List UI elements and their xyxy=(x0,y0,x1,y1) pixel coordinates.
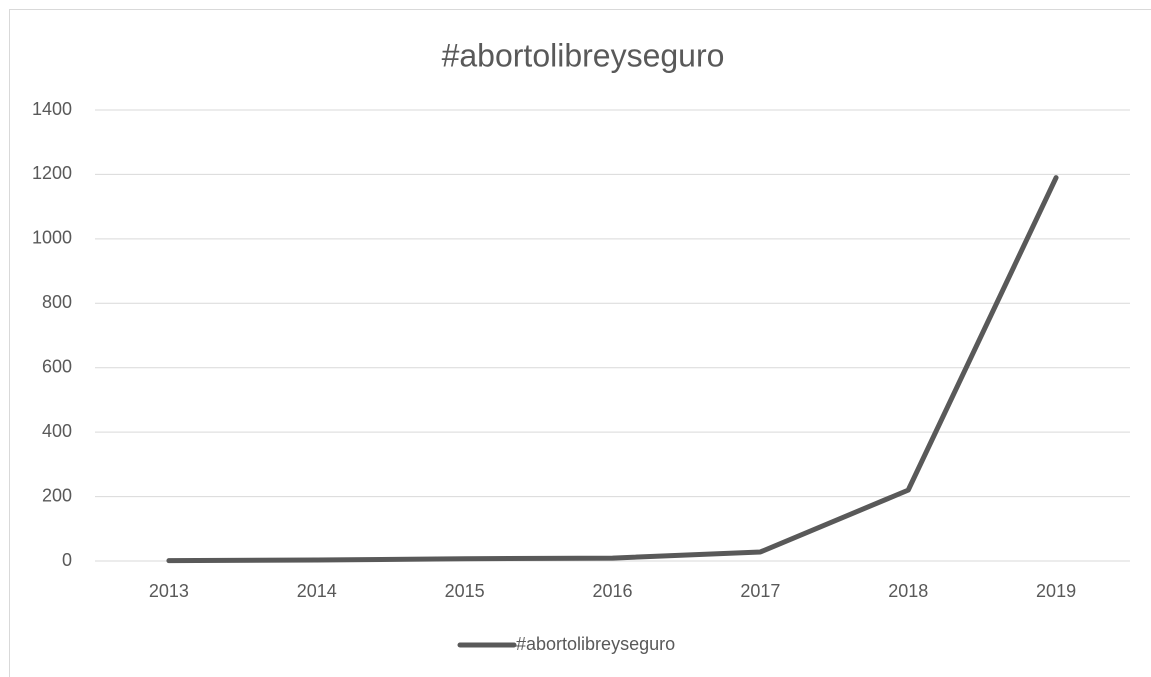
x-tick-label: 2018 xyxy=(888,581,928,601)
y-tick-label: 1000 xyxy=(32,228,72,248)
legend-label: #abortolibreyseguro xyxy=(516,634,675,654)
x-tick-label: 2015 xyxy=(445,581,485,601)
y-tick-label: 1400 xyxy=(32,99,72,119)
x-tick-label: 2017 xyxy=(740,581,780,601)
x-tick-label: 2019 xyxy=(1036,581,1076,601)
y-tick-label: 800 xyxy=(42,292,72,312)
y-tick-label: 400 xyxy=(42,421,72,441)
x-tick-label: 2016 xyxy=(592,581,632,601)
y-tick-label: 600 xyxy=(42,356,72,376)
data-line xyxy=(166,175,1059,564)
y-tick-label: 200 xyxy=(42,485,72,505)
chart-title: #abortolibreyseguro xyxy=(442,37,725,73)
y-tick-label: 1200 xyxy=(32,163,72,183)
x-tick-label: 2014 xyxy=(297,581,337,601)
chart-border xyxy=(9,9,1151,677)
y-tick-label: 0 xyxy=(62,550,72,570)
x-tick-label: 2013 xyxy=(149,581,189,601)
